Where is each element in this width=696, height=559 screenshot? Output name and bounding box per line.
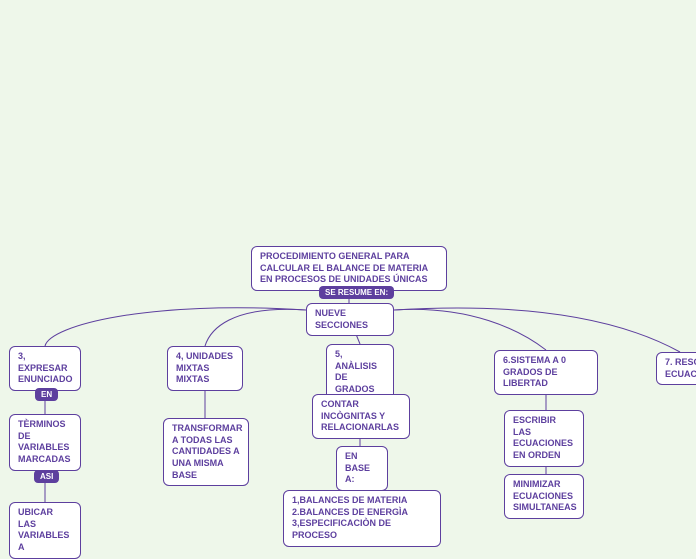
node-n6a: ESCRIBIR LAS ECUACIONES EN ORDEN bbox=[504, 410, 584, 467]
node-n4a: TRANSFORMAR A TODAS LAS CANTIDADES A UNA… bbox=[163, 418, 249, 486]
label-l2: EN bbox=[35, 388, 58, 401]
node-n3b: UBICAR LAS VARIABLES A bbox=[9, 502, 81, 559]
edge bbox=[394, 308, 680, 352]
label-l3: ASI bbox=[34, 470, 59, 483]
edge bbox=[394, 309, 546, 350]
node-n6b: MINIMIZAR ECUACIONES SIMULTANEAS bbox=[504, 474, 584, 519]
node-nine: NUEVE SECCIONES bbox=[306, 303, 394, 336]
node-n5b: EN BASE A: bbox=[336, 446, 388, 491]
node-root: PROCEDIMIENTO GENERAL PARA CALCULAR EL B… bbox=[251, 246, 447, 291]
edge bbox=[205, 309, 306, 346]
label-l1: SE RESUME EN: bbox=[319, 286, 394, 299]
node-n4: 4, UNIDADES MIXTAS MIXTAS bbox=[167, 346, 243, 391]
edge bbox=[45, 308, 306, 346]
node-n3: 3, EXPRESAR ENUNCIADO bbox=[9, 346, 81, 391]
node-n6: 6.SISTEMA A 0 GRADOS DE LIBERTAD bbox=[494, 350, 598, 395]
node-n3a: TÈRMINOS DE VARIABLES MARCADAS bbox=[9, 414, 81, 471]
node-n7: 7. RESO ECUACI bbox=[656, 352, 696, 385]
node-n5a: CONTAR INCÒGNITAS Y RELACIONARLAS bbox=[312, 394, 410, 439]
node-n5c: 1,BALANCES DE MATERIA 2.BALANCES DE ENER… bbox=[283, 490, 441, 547]
